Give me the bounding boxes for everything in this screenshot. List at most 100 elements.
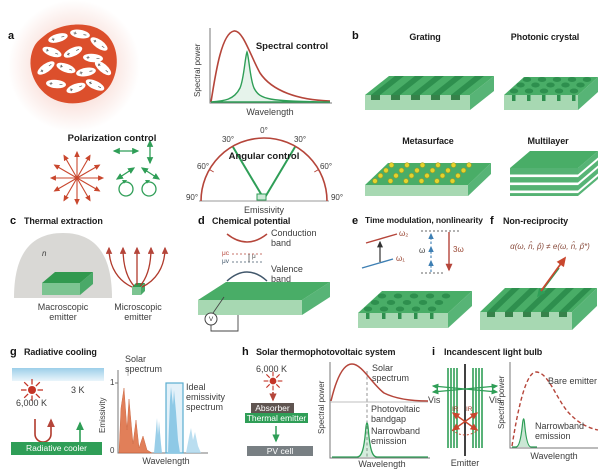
band-diagram bbox=[226, 233, 268, 282]
narrowband-emission-curve bbox=[512, 418, 537, 448]
cooling-plot-xlabel: Wavelength bbox=[142, 456, 190, 466]
ir-blocked-arrows bbox=[451, 412, 479, 436]
panel-c-title: Thermal extraction bbox=[24, 216, 103, 226]
valence-band-label: Valence band bbox=[271, 264, 303, 285]
nonreciprocity-equation: α(ω, n̂, p̂) ≠ e(ω, n̂, p̂*) bbox=[510, 242, 590, 251]
harmonic-ladder-diagram bbox=[421, 230, 459, 274]
cooling-plot-tick-0: 0 bbox=[110, 446, 115, 455]
angular-xlabel: Emissivity bbox=[244, 205, 284, 215]
radiative-cooling-scene bbox=[12, 368, 104, 446]
modulated-crystal-illustration bbox=[358, 291, 472, 328]
solar-spectrum-area bbox=[118, 387, 153, 454]
bulb-narrowband-label: Narrowband emission bbox=[535, 421, 585, 442]
bulb-plot-xlabel: Wavelength bbox=[530, 451, 578, 461]
panel-g-letter: g bbox=[10, 346, 17, 358]
dome-illustration bbox=[14, 233, 112, 298]
sky-temperature-label: 3 K bbox=[71, 385, 85, 395]
omega1-label: ω₁ bbox=[396, 254, 405, 263]
vis-label-right: Vis bbox=[489, 395, 502, 405]
panel-d-letter: d bbox=[198, 215, 205, 227]
polarization-title: Polarization control bbox=[67, 133, 157, 144]
panel-a-letter: a bbox=[8, 30, 15, 42]
panel-i-letter: i bbox=[432, 346, 436, 358]
panel-c-letter: c bbox=[10, 215, 17, 227]
frequency-shift-diagram bbox=[361, 233, 398, 269]
spectral-control-plot bbox=[209, 28, 332, 104]
stpv-plot-xlabel: Wavelength bbox=[358, 459, 406, 469]
panel-b-letter: b bbox=[352, 30, 359, 42]
panel-e-letter: e bbox=[352, 215, 359, 227]
thermal-blob-illustration bbox=[8, 0, 140, 132]
spectral-plot-title: Spectral control bbox=[255, 41, 329, 52]
three-omega-label: 3ω bbox=[453, 245, 464, 254]
absorber-bar: Absorber bbox=[251, 403, 294, 413]
multilayer-illustration bbox=[510, 151, 598, 196]
omega-label: ω bbox=[419, 246, 426, 255]
panel-i-title: Incandescent light bulb bbox=[444, 347, 543, 357]
biased-slab-illustration bbox=[198, 282, 330, 332]
stpv-narrowband-label: Narrowband emission bbox=[371, 426, 421, 447]
narrowband-emission-curve bbox=[332, 422, 428, 458]
angular-plot-title: Angular control bbox=[228, 151, 300, 162]
microscopic-emitter-label: Microscopic emitter bbox=[114, 302, 162, 323]
panel-h-title: Solar thermophotovoltaic system bbox=[256, 347, 396, 357]
angle-label-60-right: 60° bbox=[319, 162, 333, 171]
spectral-xlabel: Wavelength bbox=[246, 107, 294, 117]
bare-emitter-curve bbox=[511, 371, 599, 447]
mu-v-label: μv bbox=[222, 258, 229, 265]
panel-f-title: Non-reciprocity bbox=[503, 216, 569, 226]
voltmeter-label: V bbox=[208, 315, 214, 323]
stpv-plot bbox=[329, 362, 430, 459]
sun-temperature-label: 6,000 K bbox=[16, 398, 48, 408]
angle-label-90-left: 90° bbox=[185, 193, 199, 202]
angle-label-0: 0° bbox=[260, 126, 268, 135]
omega2-label: ω₂ bbox=[399, 229, 409, 238]
refractive-index-label: n bbox=[42, 249, 47, 258]
mu-label: μ bbox=[252, 253, 256, 260]
bulb-filter-diagram bbox=[431, 364, 499, 456]
angle-label-90-right: 90° bbox=[330, 193, 344, 202]
angle-label-30-left: 30° bbox=[221, 135, 235, 144]
reflected-sunlight-arrow bbox=[34, 418, 55, 443]
vis-arrows bbox=[431, 383, 499, 395]
panel-g-title: Radiative cooling bbox=[24, 347, 97, 357]
bare-emitter-label: Bare emitter bbox=[548, 376, 598, 386]
metasurface-label: Metasurface bbox=[402, 136, 454, 146]
macroscopic-emitter-label: Macroscopic emitter bbox=[37, 302, 89, 323]
angular-control-plot bbox=[199, 137, 329, 202]
mu-c-label: μc bbox=[222, 250, 229, 257]
stpv-plot-ylabel: Spectral power bbox=[317, 380, 326, 434]
ir-label-right: IR bbox=[466, 406, 473, 413]
cooling-emissivity-plot bbox=[115, 367, 208, 454]
cooling-plot-tick-1: 1 bbox=[110, 378, 115, 387]
stpv-stack-arrows bbox=[263, 371, 283, 443]
ideal-emissivity-label: Ideal emissivity spectrum bbox=[186, 382, 226, 413]
angle-label-30-right: 30° bbox=[293, 135, 307, 144]
nonreciprocal-grating-illustration bbox=[480, 256, 597, 330]
conduction-band-label: Conduction band bbox=[271, 228, 317, 249]
panel-h-letter: h bbox=[242, 346, 249, 358]
metasurface-illustration bbox=[365, 162, 491, 196]
panel-e-title: Time modulation, nonlinearity bbox=[365, 215, 483, 225]
panel-f-letter: f bbox=[490, 215, 494, 227]
angle-label-60-left: 60° bbox=[196, 162, 210, 171]
pv-cell-bar: PV cell bbox=[247, 446, 313, 456]
emitter-label: Emitter bbox=[450, 458, 480, 468]
solar-spectrum-label: Solar spectrum bbox=[125, 354, 163, 375]
vis-label-left: Vis bbox=[428, 395, 441, 405]
panel-d-title: Chemical potential bbox=[212, 216, 291, 226]
emitted-arrow bbox=[540, 256, 567, 292]
cooling-plot-ylabel: Emissivity bbox=[98, 397, 107, 433]
stpv-solar-spectrum-label: Solar spectrum bbox=[372, 363, 410, 384]
thermal-emitter-bar: Thermal emitter bbox=[245, 413, 308, 423]
bulb-plot-ylabel: Spectral power bbox=[497, 375, 506, 429]
photovoltaic-bandgap-label: Photovoltaic bandgap bbox=[371, 404, 421, 425]
bulb-spectrum-plot bbox=[509, 362, 599, 449]
microscopic-emitter-arrows bbox=[105, 246, 169, 295]
sky-band bbox=[12, 368, 104, 381]
polarization-states-icon bbox=[112, 139, 161, 197]
voltmeter-icon bbox=[204, 312, 218, 326]
grating-illustration bbox=[365, 76, 494, 110]
